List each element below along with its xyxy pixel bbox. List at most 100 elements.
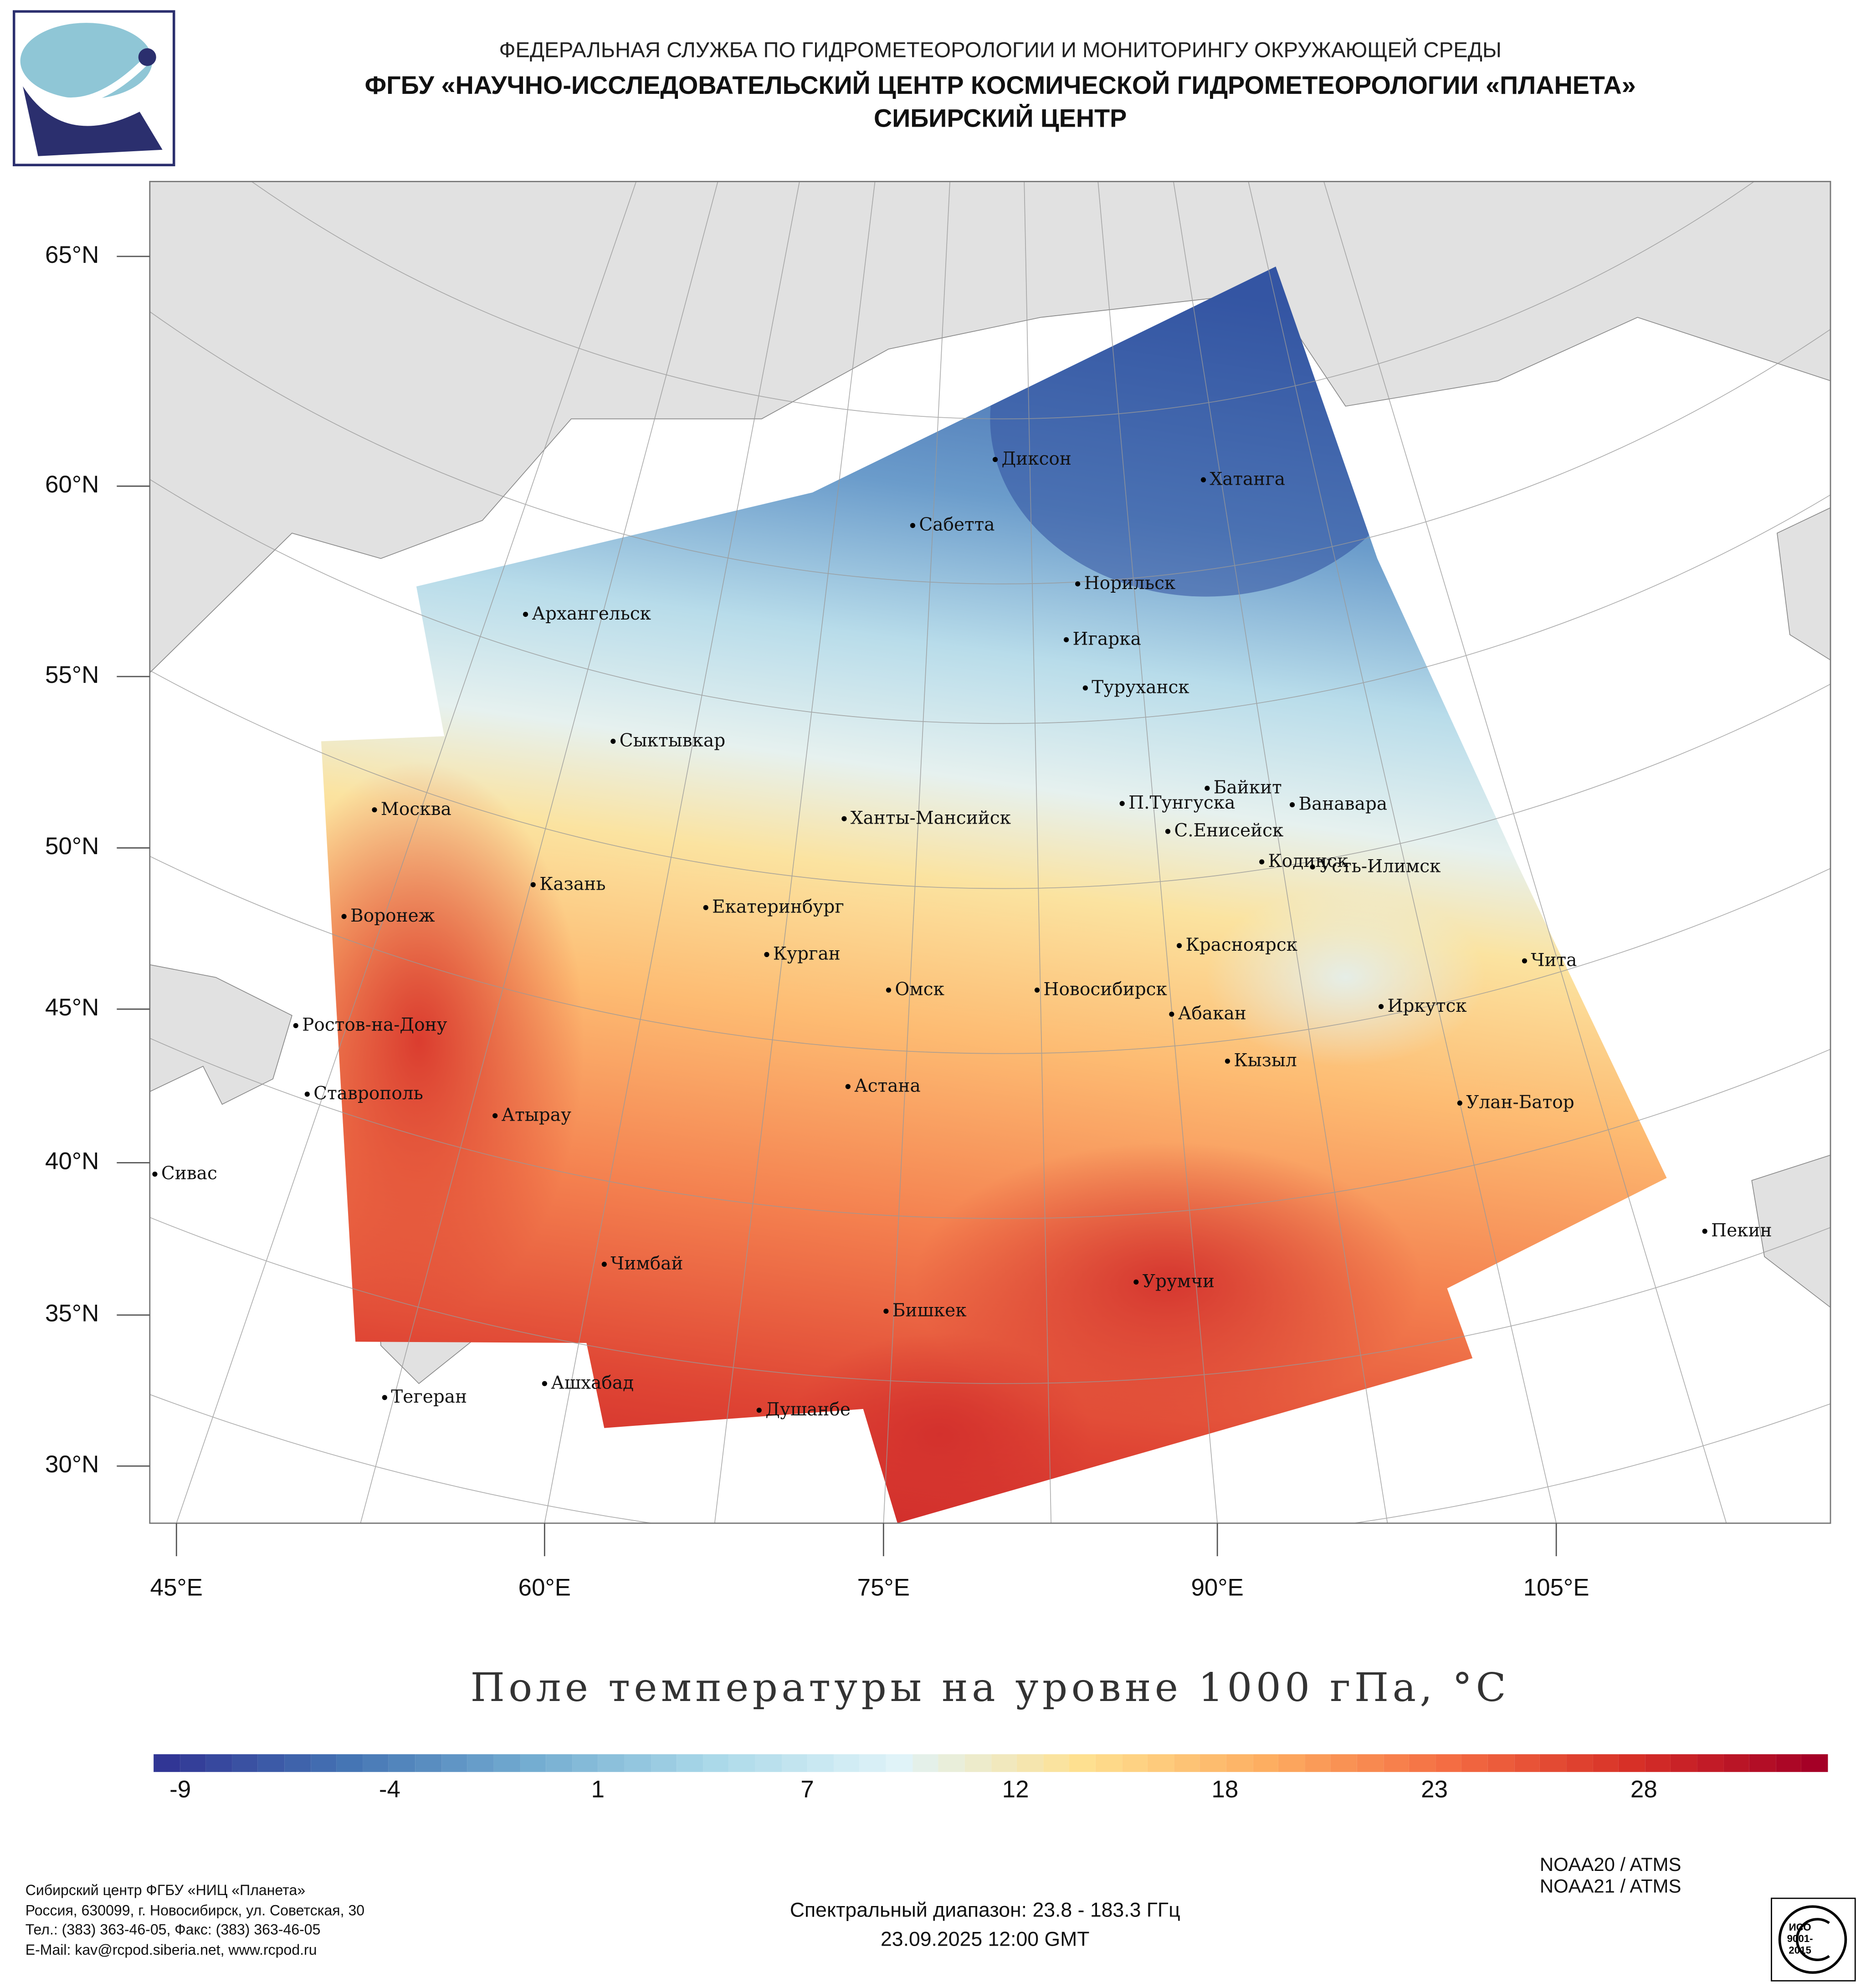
city-label: Ханты-Мансийск xyxy=(841,809,1011,829)
colorbar-segment xyxy=(624,1754,651,1772)
colorbar-segment xyxy=(1331,1754,1357,1772)
city-name: Ашхабад xyxy=(551,1373,634,1394)
city-label: Ростов-на-Дону xyxy=(293,1015,447,1036)
map-title: Поле температуры на уровне 1000 гПа, °C xyxy=(470,1665,1510,1711)
colorbar-segment xyxy=(1566,1754,1593,1772)
colorbar-segment xyxy=(1226,1754,1253,1772)
city-name: Пекин xyxy=(1711,1221,1772,1242)
city-name: Чита xyxy=(1531,951,1577,971)
footer-contacts: Сибирский центр ФГБУ «НИЦ «Планета» Росс… xyxy=(26,1882,364,1961)
city-name: Ванавара xyxy=(1298,794,1388,815)
city-label: Абакан xyxy=(1169,1004,1246,1025)
city-label: Ванавара xyxy=(1289,794,1388,815)
colorbar-tick: -9 xyxy=(169,1777,191,1804)
city-name: Чимбай xyxy=(610,1254,683,1275)
city-label: Чимбай xyxy=(601,1254,683,1275)
city-dot-icon xyxy=(1259,859,1265,865)
colorbar-segment xyxy=(1043,1754,1070,1772)
header-center: СИБИРСКИЙ ЦЕНТР xyxy=(873,105,1127,133)
city-label: Ставрополь xyxy=(304,1084,423,1104)
city-label: Сивас xyxy=(152,1164,217,1184)
city-dot-icon xyxy=(610,738,616,744)
city-dot-icon xyxy=(542,1381,547,1386)
lon-label: 60°E xyxy=(518,1575,571,1602)
city-name: Хатанга xyxy=(1210,469,1286,490)
city-name: Казань xyxy=(539,874,606,895)
city-name: Ханты-Мансийск xyxy=(850,808,1011,829)
city-label: Урумчи xyxy=(1133,1272,1215,1292)
colorbar-segment xyxy=(258,1754,285,1772)
colorbar-segment xyxy=(1252,1754,1279,1772)
colorbar-segment xyxy=(389,1754,415,1772)
city-label: Пекин xyxy=(1702,1221,1772,1242)
colorbar-tick: 28 xyxy=(1630,1777,1657,1804)
city-label: Норильск xyxy=(1075,574,1175,594)
colorbar-segment xyxy=(1095,1754,1122,1772)
city-name: Красноярск xyxy=(1185,935,1298,956)
city-label: Воронеж xyxy=(341,906,435,927)
header-agency: ФЕДЕРАЛЬНАЯ СЛУЖБА ПО ГИДРОМЕТЕОРОЛОГИИ … xyxy=(499,38,1502,62)
graticule xyxy=(149,181,1830,1523)
colorbar-segment xyxy=(1540,1754,1567,1772)
city-dot-icon xyxy=(841,816,847,821)
colorbar-segment xyxy=(860,1754,887,1772)
colorbar-segment xyxy=(520,1754,546,1772)
colorbar-segment xyxy=(1723,1754,1750,1772)
city-dot-icon xyxy=(492,1113,498,1118)
colorbar-segment xyxy=(1619,1754,1645,1772)
city-name: Игарка xyxy=(1072,630,1141,650)
city-label: Иркутск xyxy=(1379,996,1467,1017)
colorbar-segment xyxy=(1069,1754,1096,1772)
city-name: Тегеран xyxy=(391,1387,467,1408)
colorbar-segment xyxy=(1435,1754,1462,1772)
colorbar-segment xyxy=(441,1754,468,1772)
city-dot-icon xyxy=(703,905,708,910)
city-dot-icon xyxy=(382,1395,387,1400)
colorbar xyxy=(154,1754,1828,1772)
city-label: Казань xyxy=(530,874,606,895)
colorbar-segment xyxy=(1697,1754,1723,1772)
satellite-2: NOAA21 / ATMS xyxy=(1539,1876,1681,1898)
city-name: Ростов-на-Дону xyxy=(302,1015,447,1036)
lat-label: 50°N xyxy=(45,834,99,861)
colorbar-segment xyxy=(938,1754,965,1772)
city-label: Диксон xyxy=(992,449,1071,470)
city-dot-icon xyxy=(992,457,998,462)
colorbar-segment xyxy=(1278,1754,1305,1772)
spectral-range: Спектральный диапазон: 23.8 - 183.3 ГГц xyxy=(789,1900,1180,1922)
city-name: С.Енисейск xyxy=(1174,821,1284,842)
black-sea xyxy=(149,964,292,1105)
colorbar-tick: 23 xyxy=(1421,1777,1448,1804)
city-dot-icon xyxy=(293,1023,298,1028)
colorbar-segment xyxy=(990,1754,1017,1772)
city-label: Архангельск xyxy=(523,604,651,625)
map-frame xyxy=(149,181,1831,1524)
colorbar-segment xyxy=(1304,1754,1331,1772)
city-name: П.Тунгуска xyxy=(1128,793,1235,814)
city-name: Воронеж xyxy=(350,906,435,927)
colorbar-segment xyxy=(232,1754,258,1772)
lat-label: 35°N xyxy=(45,1301,99,1328)
city-dot-icon xyxy=(1702,1229,1707,1234)
colorbar-tick: 1 xyxy=(591,1777,605,1804)
city-label: Курган xyxy=(764,944,841,965)
colorbar-segment xyxy=(1645,1754,1671,1772)
colorbar-segment xyxy=(703,1754,729,1772)
city-dot-icon xyxy=(1176,943,1182,948)
colorbar-segment xyxy=(284,1754,311,1772)
colorbar-segment xyxy=(651,1754,677,1772)
city-dot-icon xyxy=(764,952,769,957)
city-name: Улан-Батор xyxy=(1466,1093,1574,1113)
colorbar-segment xyxy=(1461,1754,1488,1772)
colorbar-segment xyxy=(1174,1754,1200,1772)
observation-datetime: 23.09.2025 12:00 GMT xyxy=(880,1929,1090,1951)
lon-label: 75°E xyxy=(857,1575,910,1602)
city-label: Омск xyxy=(886,980,944,1000)
colorbar-segment xyxy=(1357,1754,1384,1772)
city-name: Сабетта xyxy=(919,515,995,536)
lat-label: 55°N xyxy=(45,662,99,690)
city-dot-icon xyxy=(1225,1058,1230,1064)
city-label: Атырау xyxy=(492,1106,571,1126)
city-label: Улан-Батор xyxy=(1457,1093,1574,1113)
planeta-logo xyxy=(12,10,175,167)
